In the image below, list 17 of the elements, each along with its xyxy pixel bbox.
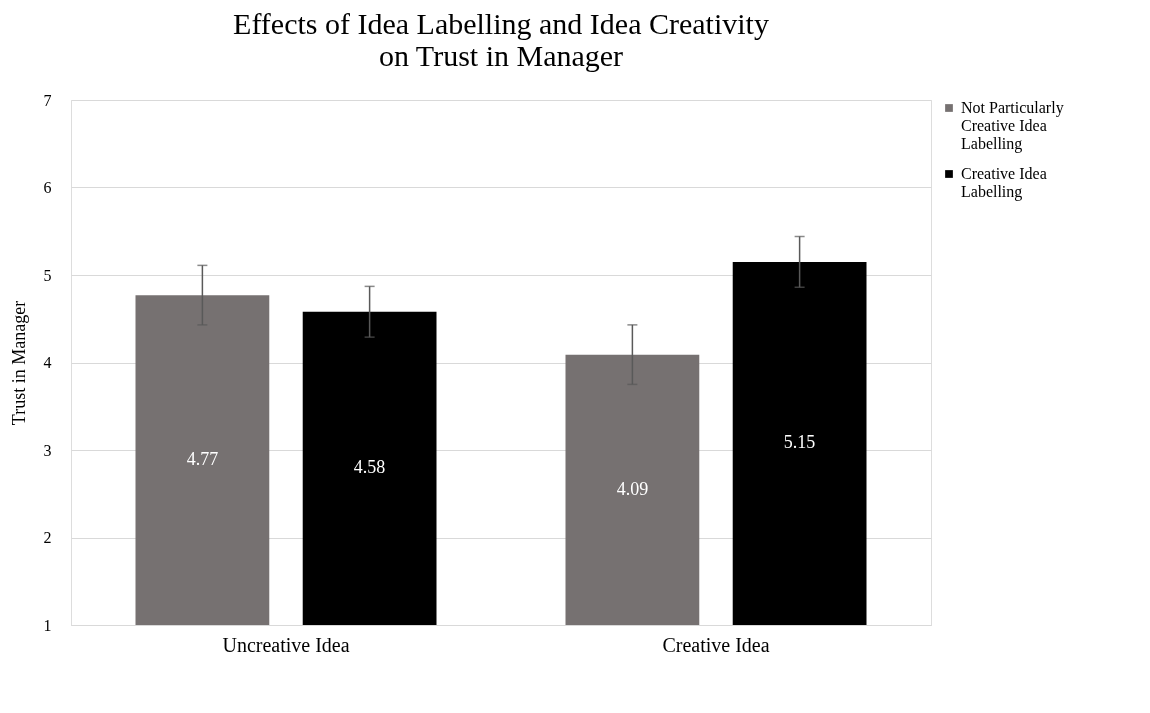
y-tick-label: 7: [43, 91, 52, 109]
data-label: 4.09: [616, 478, 649, 499]
y-tick-label: 1: [43, 616, 52, 634]
data-label: 5.15: [783, 432, 816, 453]
y-axis-title: Trust in Manager: [8, 300, 29, 426]
y-tick-label: 5: [43, 266, 52, 284]
data-label: 4.77: [186, 449, 219, 470]
legend-label: Creative Idea Labelling: [961, 165, 1047, 201]
legend-label: Not Particularly Creative Idea Labelling: [961, 99, 1064, 153]
data-label: 4.58: [353, 457, 386, 478]
y-tick-label: 3: [43, 441, 52, 459]
chart-title: Effects of Idea Labelling and Idea Creativity on Trust in Manager: [233, 7, 769, 72]
x-tick-label: Uncreative Idea: [222, 633, 350, 656]
x-tick-label: Creative Idea: [662, 633, 770, 656]
y-tick-label: 4: [43, 354, 52, 371]
y-tick-label: 2: [43, 529, 52, 546]
y-tick-label: 6: [43, 179, 52, 196]
